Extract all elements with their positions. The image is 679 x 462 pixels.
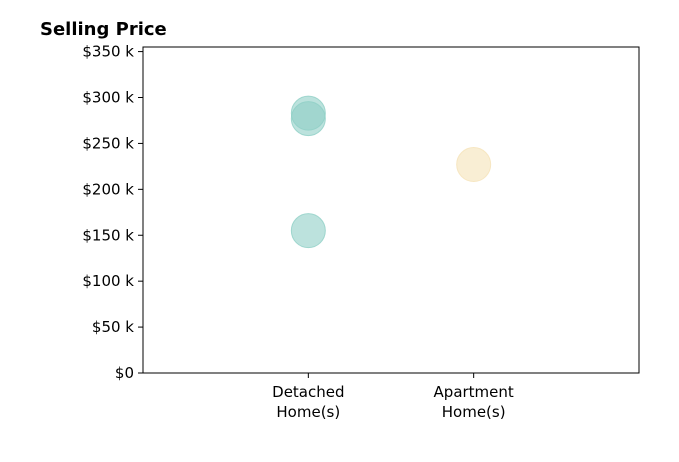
data-point: [456, 147, 492, 183]
y-tick-label: $350 k: [82, 43, 134, 61]
data-point: [290, 213, 326, 249]
x-tick-label: Detached Home(s): [272, 383, 344, 421]
y-tick-label: $300 k: [82, 89, 134, 107]
points-layer: [290, 95, 492, 249]
y-tick-label: $100 k: [82, 272, 134, 290]
y-tick-label: $50 k: [92, 318, 134, 336]
chart-title: Selling Price: [40, 19, 167, 40]
y-tick-label: $250 k: [82, 134, 134, 152]
y-tick-label: $0: [115, 364, 134, 382]
y-axis: $0 $50 k $100 k $150 k $200 k $250 k $300 k $35…: [82, 43, 143, 382]
y-tick-label: $200 k: [82, 180, 134, 198]
x-tick-label: Apartment Home(s): [434, 383, 514, 421]
y-tick-label: $150 k: [82, 226, 134, 244]
data-point: [290, 101, 326, 137]
x-axis: Detached Home(s) Apartment Home(s): [272, 373, 514, 421]
plot-frame: [142, 46, 640, 374]
